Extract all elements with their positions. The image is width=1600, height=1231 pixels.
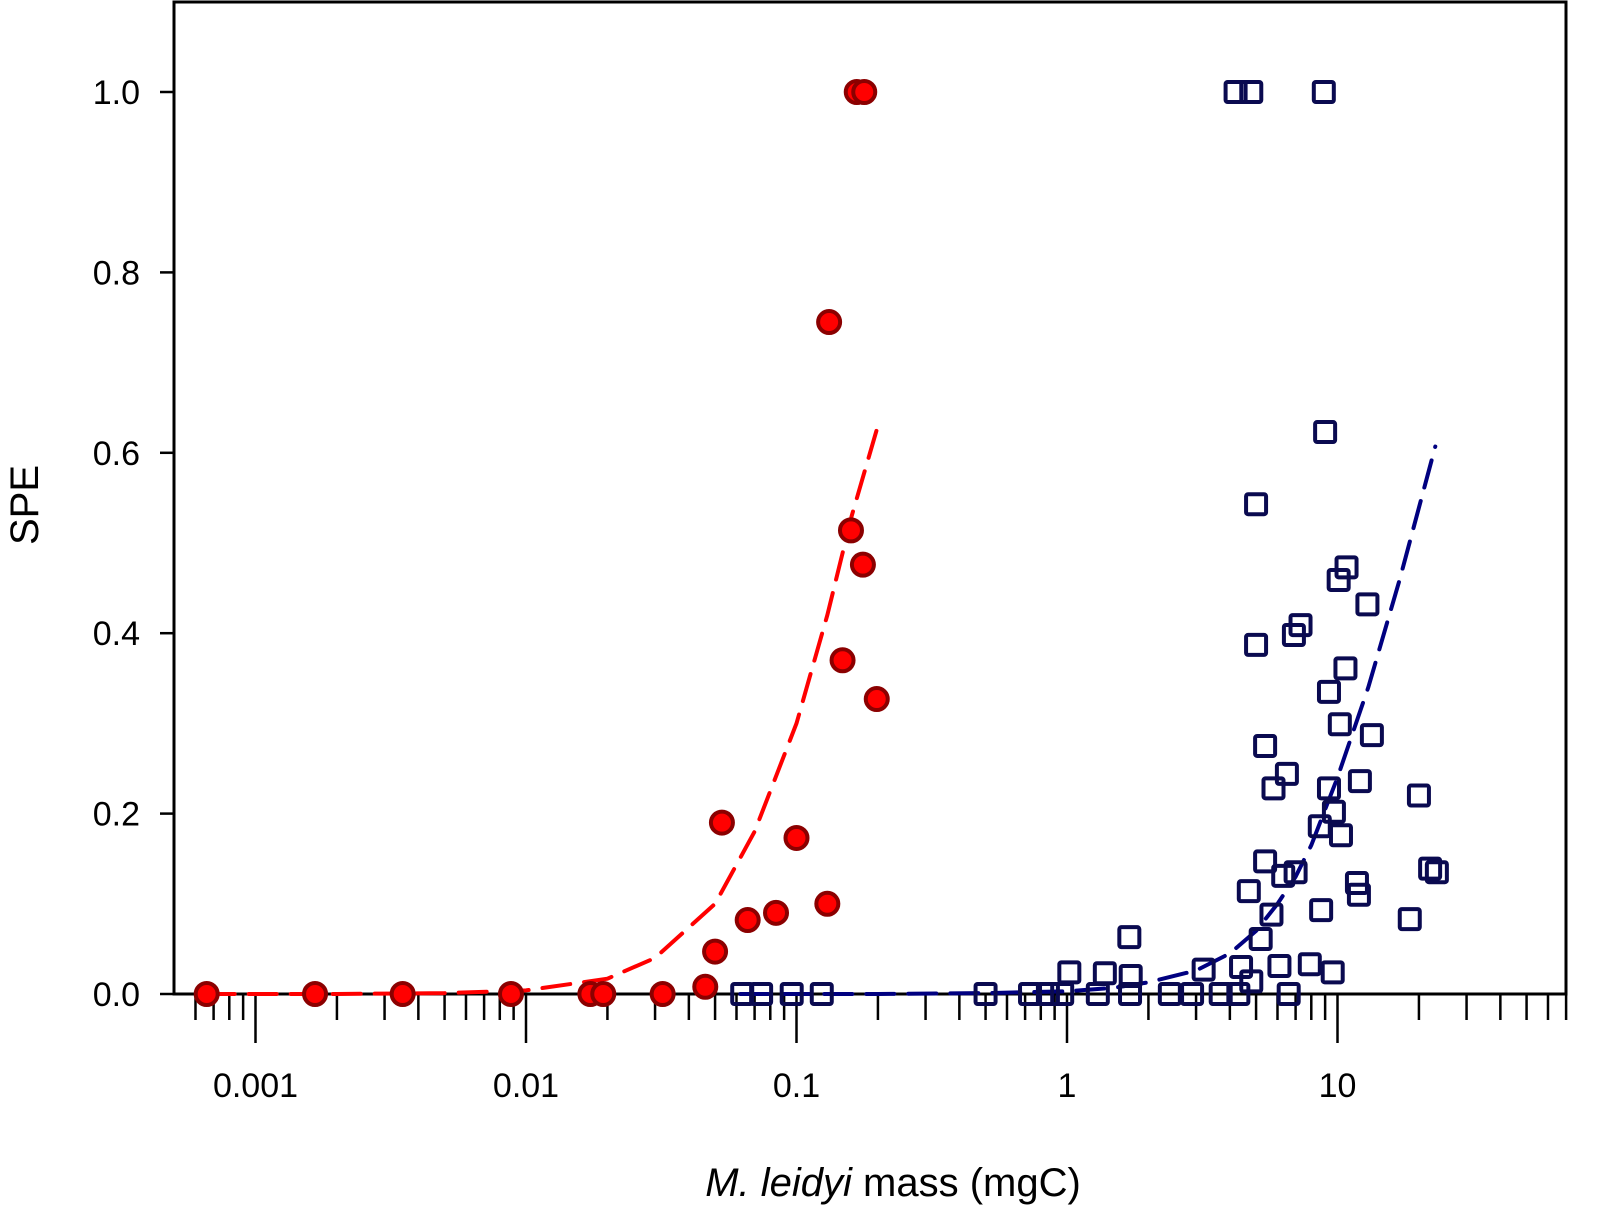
point-large	[1316, 679, 1341, 704]
point-large	[1253, 733, 1278, 758]
point-small	[302, 981, 329, 1007]
y-tick-label: 0.6	[93, 435, 140, 473]
point-small	[649, 981, 676, 1007]
point-large	[1333, 656, 1358, 681]
point-large	[1236, 879, 1261, 904]
data-points	[193, 79, 1449, 1007]
x-axis-title: M. leidyi mass (mgC)	[705, 1161, 1081, 1205]
x-tick-label: 1	[1058, 1067, 1077, 1105]
x-axis-title-units: mass (mgC)	[852, 1161, 1081, 1205]
point-small	[863, 686, 890, 713]
point-small	[692, 973, 719, 1000]
x-tick-label: 10	[1319, 1067, 1357, 1105]
point-small	[849, 551, 876, 578]
point-small	[851, 79, 878, 105]
point-large	[1239, 969, 1264, 994]
fit-curve-large	[738, 444, 1438, 996]
point-large	[1092, 961, 1117, 986]
point-large	[1359, 723, 1384, 748]
point-large	[749, 982, 774, 1006]
point-large	[1326, 567, 1351, 592]
point-large	[1248, 926, 1273, 951]
point-large	[1424, 860, 1449, 885]
point-large	[1347, 769, 1372, 794]
point-large	[1297, 952, 1322, 977]
point-small	[829, 647, 856, 674]
point-large	[1309, 898, 1334, 923]
point-small	[193, 981, 220, 1007]
x-tick-label: 0.001	[213, 1067, 298, 1105]
point-large	[1157, 982, 1182, 1006]
point-large	[1321, 799, 1346, 824]
y-tick-label: 0.2	[93, 796, 140, 834]
point-large	[1244, 632, 1269, 657]
point-large	[1313, 420, 1338, 445]
y-axis-title: SPE	[3, 465, 47, 545]
x-axis-title-species: M. leidyi	[705, 1161, 853, 1205]
x-tick-label: 0.1	[773, 1067, 820, 1105]
point-large	[1223, 80, 1248, 104]
point-large	[1253, 849, 1278, 874]
x-tick-label: 0.01	[493, 1067, 559, 1105]
point-large	[1191, 957, 1216, 982]
point-large	[1018, 982, 1043, 1006]
point-large	[1406, 783, 1431, 808]
y-tick-label: 0.0	[93, 976, 140, 1014]
point-large	[1057, 960, 1082, 985]
point-large	[1035, 982, 1060, 1006]
fit-curve-small	[204, 423, 880, 996]
y-tick-label: 1.0	[93, 74, 140, 112]
plot-frame	[172, 0, 1568, 996]
point-small	[734, 907, 761, 934]
point-large	[1085, 982, 1110, 1006]
point-large	[1208, 982, 1233, 1006]
point-large	[973, 982, 998, 1006]
point-large	[779, 982, 804, 1006]
point-large	[1418, 856, 1443, 881]
point-large	[1267, 954, 1292, 979]
point-small	[708, 809, 735, 836]
point-large	[1244, 492, 1269, 517]
point-large	[809, 982, 834, 1006]
point-large	[1259, 902, 1284, 927]
point-large	[1117, 925, 1142, 950]
point-large	[1226, 982, 1251, 1006]
point-small	[816, 309, 843, 336]
x-axis: 0.001 0.01 0.1 1 10	[194, 994, 1568, 1105]
point-large	[1346, 882, 1371, 907]
point-large	[1328, 823, 1353, 848]
point-large	[1311, 80, 1336, 104]
point-large	[1271, 863, 1296, 888]
point-small	[497, 981, 524, 1007]
point-large	[1050, 982, 1075, 1006]
fit-curves	[204, 423, 1438, 996]
y-tick-label: 0.4	[93, 615, 140, 653]
point-large	[1316, 776, 1341, 801]
point-small	[837, 517, 864, 544]
point-large	[1355, 592, 1380, 617]
point-small	[783, 824, 810, 851]
point-large	[1261, 776, 1286, 801]
point-large	[1397, 907, 1422, 932]
point-large	[1118, 982, 1143, 1006]
point-large	[1334, 555, 1359, 580]
point-large	[1239, 80, 1264, 104]
y-axis: 0.0 0.2 0.4 0.6 0.8 1.0	[93, 74, 174, 1014]
point-large	[1180, 982, 1205, 1006]
y-tick-label: 0.8	[93, 254, 140, 292]
point-large	[1276, 982, 1301, 1006]
point-large	[1327, 712, 1352, 737]
point-large	[1281, 623, 1306, 648]
point-small	[763, 899, 790, 926]
point-large	[1320, 960, 1345, 985]
point-small	[389, 981, 416, 1007]
point-small	[590, 981, 617, 1007]
point-large	[1283, 860, 1308, 885]
point-small	[702, 938, 729, 965]
point-large	[1274, 761, 1299, 786]
point-small	[814, 890, 841, 917]
